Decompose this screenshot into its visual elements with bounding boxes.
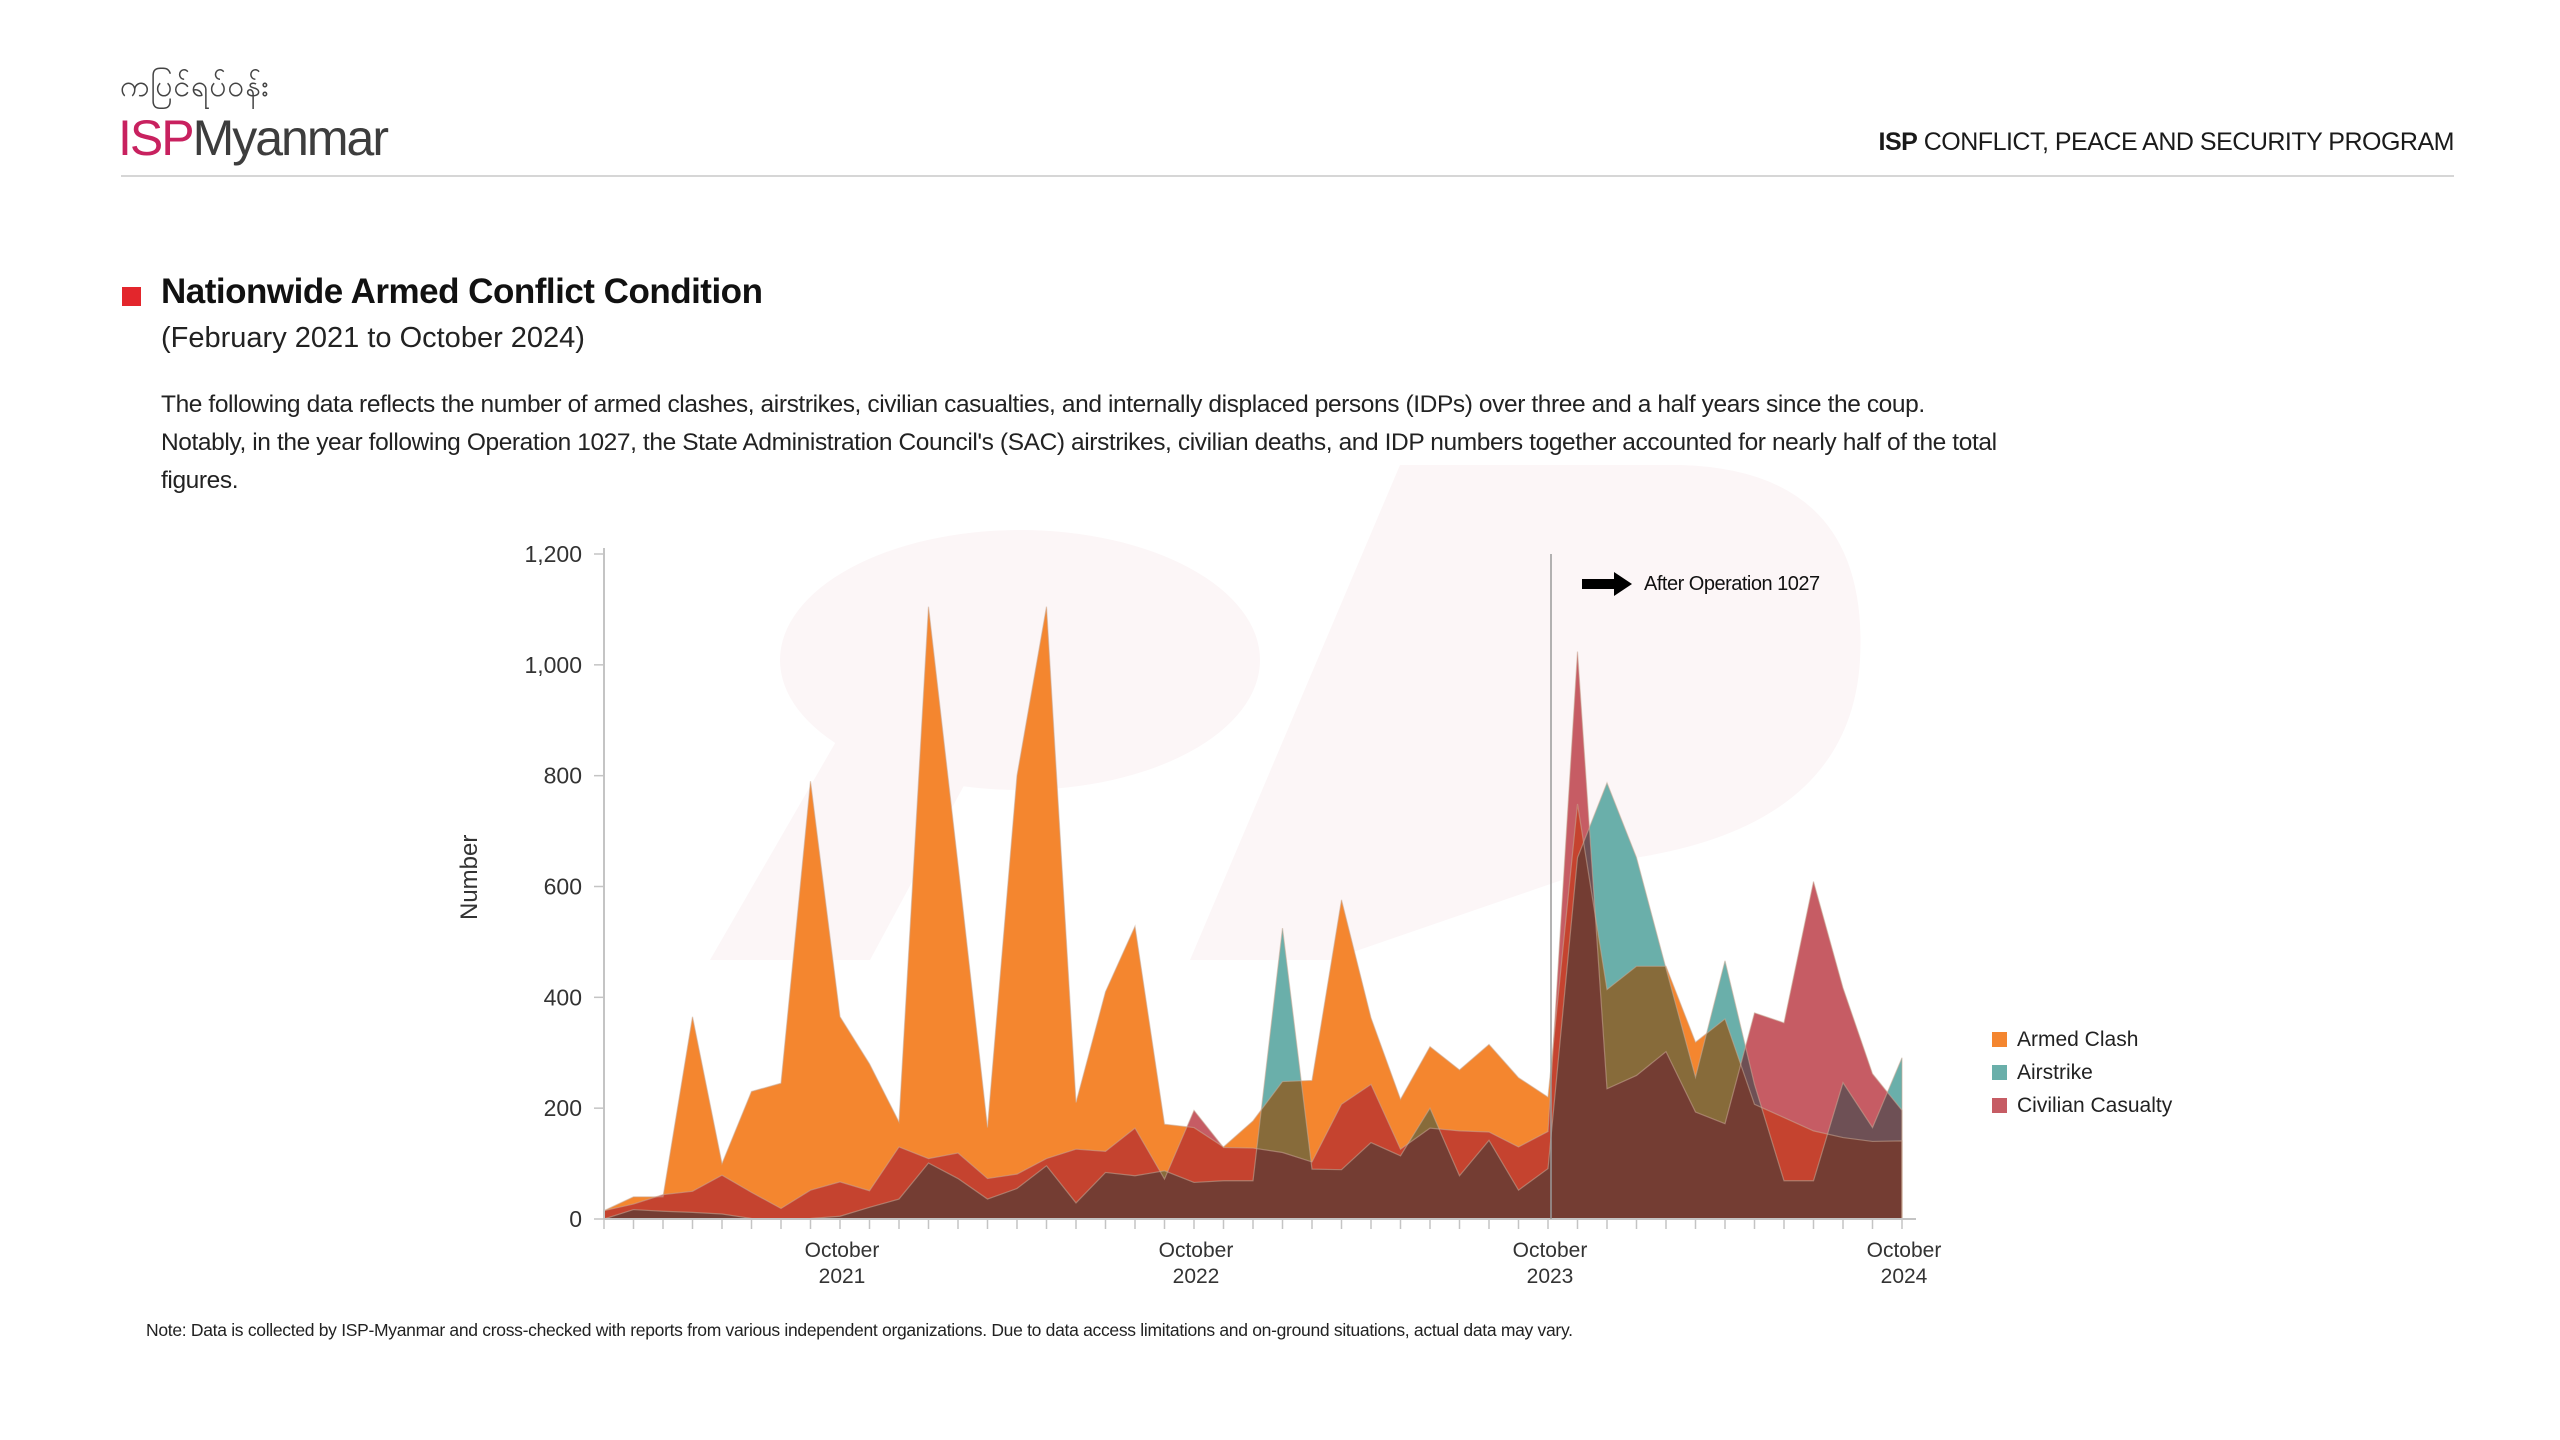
legend-item-airstrike: Airstrike — [1992, 1056, 2172, 1089]
y-axis-label: Number — [456, 834, 483, 920]
y-tick-label: 1,200 — [524, 541, 582, 567]
annotation-text: After Operation 1027 — [1644, 572, 1820, 595]
y-tick-label: 800 — [544, 763, 582, 789]
x-tick-label: October — [1513, 1239, 1588, 1262]
chart-legend: Armed Clash Airstrike Civilian Casualty — [1992, 1023, 2172, 1122]
isp-myanmar-logo: ISPMyanmar — [118, 108, 389, 168]
x-tick-label: October — [1867, 1239, 1942, 1262]
program-title: ISP CONFLICT, PEACE AND SECURITY PROGRAM — [1879, 128, 2455, 157]
y-tick-label: 0 — [569, 1206, 582, 1232]
y-tick-label: 600 — [544, 874, 582, 900]
y-tick-label: 1,000 — [524, 652, 582, 678]
x-tick-label: October — [805, 1239, 880, 1262]
x-tick-label: 2023 — [1527, 1265, 1574, 1288]
watermark-shape — [710, 700, 1010, 960]
header-divider — [121, 175, 2454, 177]
series-outline — [603, 606, 1903, 1220]
operation-1027-annotation: After Operation 1027 — [1582, 572, 1820, 596]
logo-myanmar: Myanmar — [192, 110, 389, 166]
legend-swatch — [1992, 1065, 2007, 1080]
section-title: Nationwide Armed Conflict Condition — [161, 272, 763, 311]
legend-label: Airstrike — [2017, 1060, 2093, 1084]
section-description: The following data reflects the number o… — [161, 391, 1997, 494]
section-subtitle: (February 2021 to October 2024) — [161, 322, 585, 354]
data-note: Note: Data is collected by ISP-Myanmar a… — [146, 1320, 1573, 1340]
series-outline — [603, 651, 1903, 1220]
x-tick-label: 2022 — [1173, 1265, 1220, 1288]
program-bold: ISP — [1878, 128, 1918, 156]
logo-isp: ISP — [118, 110, 195, 166]
legend-swatch — [1992, 1098, 2007, 1113]
legend-swatch — [1992, 1032, 2007, 1047]
legend-item-armed-clash: Armed Clash — [1992, 1023, 2172, 1056]
legend-item-civilian-casualty: Civilian Casualty — [1992, 1089, 2172, 1122]
y-tick-label: 200 — [544, 1095, 582, 1121]
watermark-shape — [1190, 465, 1861, 960]
x-tick-label: 2021 — [819, 1265, 866, 1288]
program-rest: CONFLICT, PEACE AND SECURITY PROGRAM — [1917, 128, 2455, 156]
x-tick-label: 2024 — [1881, 1265, 1928, 1288]
right-arrow-icon — [1582, 572, 1632, 596]
isp-watermark — [710, 465, 1861, 960]
brand-burmese-name: ကပြင်ရပ်ဝန်း — [120, 69, 270, 104]
y-tick-label: 400 — [544, 984, 582, 1010]
section-marker — [122, 287, 141, 306]
legend-label: Armed Clash — [2017, 1027, 2139, 1051]
legend-label: Civilian Casualty — [2017, 1093, 2173, 1117]
series-outline — [603, 781, 1903, 1220]
x-tick-label: October — [1159, 1239, 1234, 1262]
